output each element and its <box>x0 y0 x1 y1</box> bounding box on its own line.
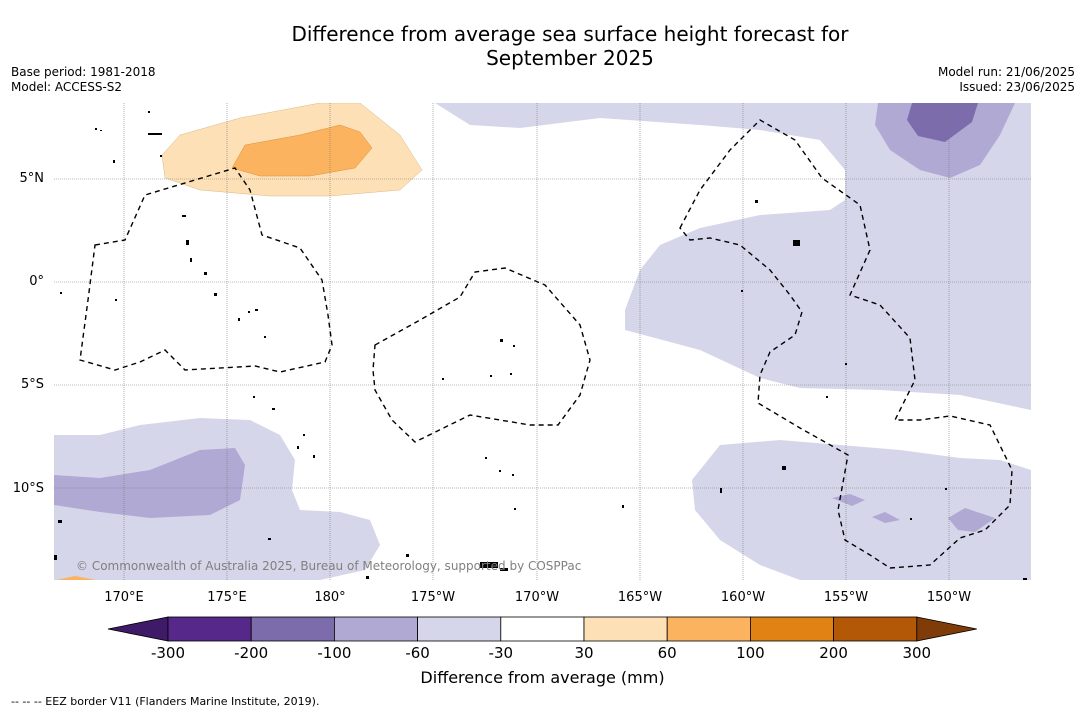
colorbar-tick-label: 60 <box>657 644 677 662</box>
map-title-line1: Difference from average sea surface heig… <box>291 22 849 46</box>
colorbar-tick-label: 200 <box>819 644 848 662</box>
lat-label-0: 0° <box>29 274 44 289</box>
islands <box>54 111 1027 580</box>
colorbar-segment <box>750 616 835 642</box>
colorbar-segment <box>666 616 751 642</box>
colorbar-tick-label: -30 <box>488 644 514 662</box>
colorbar-extend-high <box>916 616 977 642</box>
lat-label-5s: 5°S <box>20 377 44 392</box>
meta-right: Model run: 21/06/2025 Issued: 23/06/2025 <box>938 65 1075 95</box>
colorbar-tick-label: 30 <box>574 644 594 662</box>
colorbar-tick-label: -60 <box>405 644 430 662</box>
base-period: Base period: 1981-2018 <box>11 65 156 79</box>
colorbar <box>107 616 977 642</box>
colorbar-title: Difference from average (mm) <box>420 668 665 687</box>
anomaly-patch-3 <box>948 508 995 532</box>
colorbar-segment <box>833 616 918 642</box>
eez-border-central <box>372 267 591 443</box>
lon-label-155w: 155°W <box>823 590 869 605</box>
colorbar-segment <box>583 616 668 642</box>
meta-left: Base period: 1981-2018 Model: ACCESS-S2 <box>11 65 156 95</box>
colorbar-segment <box>250 616 335 642</box>
colorbar-segment <box>167 616 252 642</box>
colorbar-segment <box>500 616 585 642</box>
map-title: Difference from average sea surface heig… <box>0 22 1085 70</box>
lat-label-10s: 10°S <box>12 481 44 496</box>
lon-label-175e: 175°E <box>207 590 247 605</box>
colorbar-segment <box>333 616 418 642</box>
anomaly-region-northeast-core <box>907 103 978 142</box>
eez-border-east <box>679 119 1013 569</box>
anomaly-region-southwest-inner <box>54 448 245 518</box>
colorbar-tick-label: -100 <box>317 644 352 662</box>
colorbar-tick-label: -200 <box>234 644 269 662</box>
anomaly-region-north-positive-core <box>231 124 373 177</box>
lon-label-170w: 170°W <box>514 590 560 605</box>
eez-border-west <box>79 167 333 373</box>
model-name: Model: ACCESS-S2 <box>11 80 123 94</box>
lat-label-5n: 5°N <box>19 171 45 186</box>
copyright-text: © Commonwealth of Australia 2025, Bureau… <box>76 559 582 573</box>
map-title-line2: September 2025 <box>486 46 654 70</box>
lon-label-165w: 165°W <box>617 590 663 605</box>
lon-label-150w: 150°W <box>926 590 972 605</box>
colorbar-segment <box>417 616 502 642</box>
eez-borders <box>79 119 1013 569</box>
lon-label-160w: 160°W <box>720 590 766 605</box>
colorbar-tick-label: 300 <box>902 644 932 662</box>
map-area <box>54 103 1031 580</box>
model-run: Model run: 21/06/2025 <box>937 65 1075 79</box>
gridlines <box>54 103 1031 580</box>
eez-footnote: -- -- -- EEZ border V11 (Flanders Marine… <box>11 695 320 708</box>
lon-label-170e: 170°E <box>104 590 144 605</box>
anomaly-patch-corner <box>56 576 96 580</box>
colorbar-tick-label: 100 <box>736 644 765 662</box>
colorbar-extend-low <box>107 616 169 642</box>
anomaly-region-southeast <box>692 440 1031 580</box>
issued-date: Issued: 23/06/2025 <box>959 80 1075 94</box>
lon-label-180: 180° <box>314 590 346 605</box>
lon-label-175w: 175°W <box>410 590 456 605</box>
colorbar-tick-label: -300 <box>150 644 186 662</box>
anomaly-region-east <box>435 103 1031 410</box>
anomaly-patch-2 <box>872 512 900 523</box>
